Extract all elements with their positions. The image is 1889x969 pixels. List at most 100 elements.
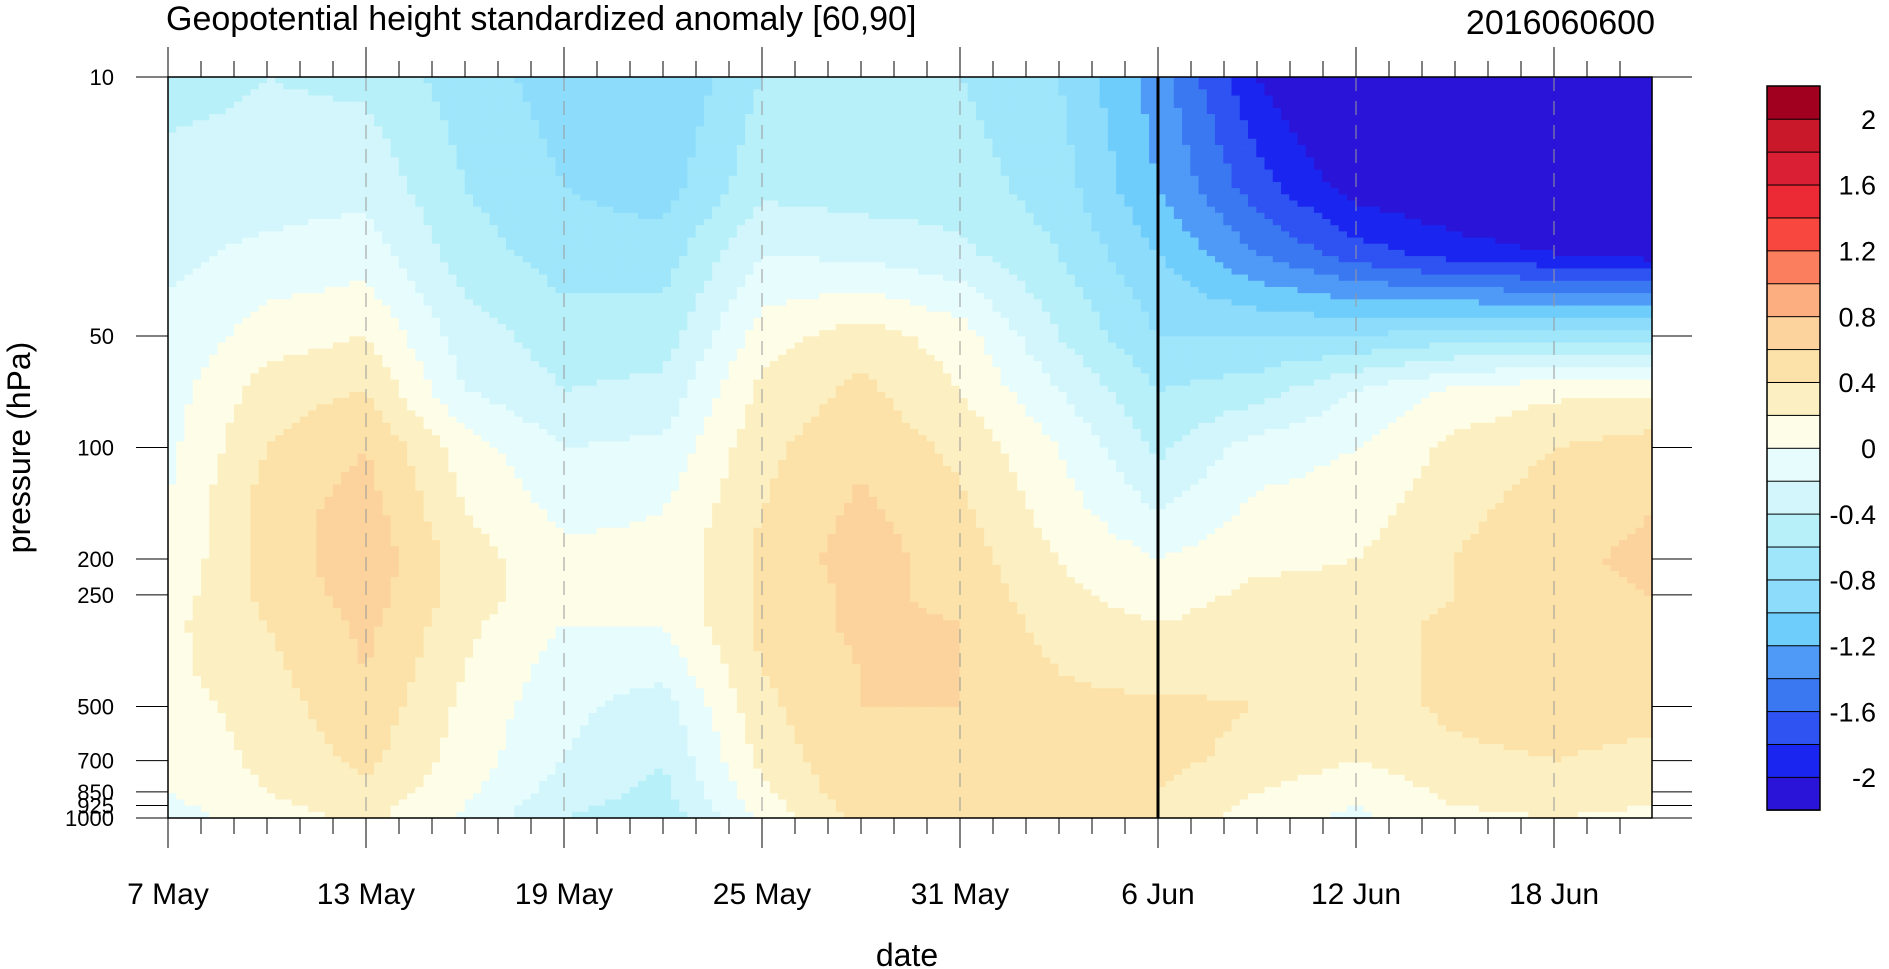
contour-cell — [951, 89, 961, 97]
contour-cell — [349, 169, 359, 177]
contour-cell — [786, 175, 796, 183]
contour-cell — [1215, 169, 1224, 177]
contour-cell — [1379, 225, 1389, 232]
contour-cell — [448, 237, 458, 245]
contour-cell — [514, 243, 524, 251]
contour-cell — [225, 95, 235, 103]
contour-cell — [728, 114, 738, 121]
contour-cell — [1198, 151, 1208, 158]
contour-cell — [1050, 237, 1059, 245]
contour-cell — [1058, 89, 1068, 97]
contour-cell — [1454, 107, 1463, 115]
contour-cell — [819, 114, 829, 121]
contour-cell — [415, 237, 425, 245]
contour-cell — [646, 163, 656, 171]
contour-cell — [1346, 181, 1356, 189]
contour-cell — [753, 200, 763, 208]
contour-cell — [1223, 206, 1233, 214]
contour-cell — [951, 157, 961, 165]
contour-cell — [703, 157, 713, 165]
contour-cell — [530, 163, 540, 171]
contour-cell — [1462, 237, 1472, 245]
contour-cell — [1594, 175, 1604, 183]
contour-cell — [1487, 83, 1496, 90]
contour-cell — [1116, 83, 1125, 90]
contour-cell — [629, 188, 639, 195]
contour-cell — [959, 188, 969, 195]
contour-cell — [332, 206, 342, 214]
contour-cell — [1256, 163, 1266, 171]
contour-cell — [769, 101, 779, 109]
contour-cell — [967, 243, 977, 251]
contour-cell — [357, 163, 367, 171]
contour-cell — [1610, 175, 1620, 183]
contour-cell — [1091, 101, 1101, 109]
contour-cell — [1050, 206, 1059, 214]
contour-cell — [1008, 237, 1018, 245]
contour-cell — [341, 163, 350, 171]
contour-cell — [951, 126, 961, 134]
contour-cell — [1371, 157, 1381, 165]
contour-cell — [481, 194, 491, 202]
contour-cell — [390, 120, 400, 127]
contour-cell — [926, 212, 936, 220]
contour-cell — [1058, 243, 1068, 251]
contour-cell — [1569, 175, 1579, 183]
contour-cell — [1165, 231, 1175, 239]
contour-cell — [1190, 132, 1200, 140]
contour-cell — [324, 200, 334, 208]
contour-cell — [1190, 231, 1200, 239]
contour-cell — [1058, 212, 1068, 220]
contour-cell — [1223, 132, 1233, 140]
contour-cell — [1297, 175, 1307, 183]
contour-cell — [200, 157, 210, 165]
contour-cell — [1231, 181, 1241, 189]
contour-cell — [885, 132, 895, 140]
contour-cell — [877, 120, 886, 127]
contour-cell — [1371, 144, 1381, 152]
contour-cell — [1215, 77, 1224, 84]
contour-cell — [563, 181, 573, 189]
contour-cell — [802, 157, 812, 165]
contour-cell — [934, 89, 944, 97]
contour-cell — [209, 188, 219, 195]
contour-cell — [456, 237, 466, 245]
contour-cell — [242, 169, 252, 177]
contour-cell — [604, 231, 614, 239]
contour-cell — [1248, 237, 1257, 245]
contour-cell — [1264, 114, 1274, 121]
contour-cell — [1322, 175, 1332, 183]
contour-cell — [398, 157, 408, 165]
contour-cell — [588, 157, 598, 165]
contour-cell — [835, 175, 845, 183]
contour-cell — [1412, 151, 1422, 158]
contour-cell — [365, 212, 375, 220]
contour-cell — [1437, 114, 1447, 121]
contour-cell — [374, 77, 383, 84]
contour-cell — [613, 163, 623, 171]
contour-cell — [1149, 219, 1158, 226]
contour-cell — [390, 89, 400, 97]
contour-cell — [1322, 77, 1332, 84]
contour-cell — [1083, 114, 1092, 121]
contour-cell — [604, 77, 614, 84]
contour-cell — [1264, 243, 1274, 251]
contour-cell — [184, 206, 194, 214]
contour-cell — [571, 219, 581, 226]
contour-cell — [1313, 163, 1323, 171]
contour-cell — [1429, 194, 1439, 202]
contour-cell — [382, 83, 392, 90]
contour-cell — [349, 114, 359, 121]
contour-cell — [1149, 132, 1158, 140]
contour-cell — [571, 157, 581, 165]
contour-cell — [1454, 188, 1463, 195]
contour-cell — [1586, 89, 1595, 97]
contour-cell — [514, 219, 524, 226]
contour-cell — [423, 107, 433, 115]
contour-cell — [481, 231, 491, 239]
contour-cell — [703, 77, 713, 84]
contour-cell — [1388, 200, 1398, 208]
contour-cell — [250, 225, 260, 232]
contour-cell — [225, 163, 235, 171]
contour-cell — [613, 157, 623, 165]
